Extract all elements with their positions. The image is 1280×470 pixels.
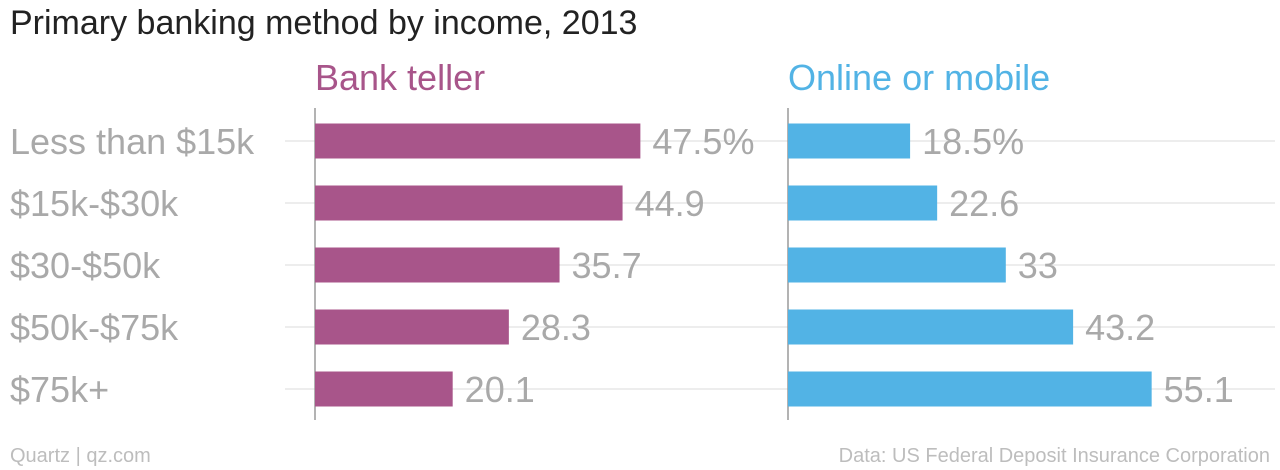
value-label-bank-teller: 47.5% (652, 121, 754, 162)
bar-online-mobile (788, 309, 1074, 345)
bar-bank-teller (315, 309, 509, 345)
series-title-online-mobile: Online or mobile (788, 57, 1050, 98)
category-label: $30-$50k (10, 245, 161, 286)
bar-online-mobile (788, 123, 911, 159)
bar-bank-teller (315, 185, 623, 221)
data-source: Data: US Federal Deposit Insurance Corpo… (839, 445, 1270, 467)
chart-title: Primary banking method by income, 2013 (10, 4, 637, 42)
value-label-bank-teller: 28.3 (521, 307, 591, 348)
value-label-online-mobile: 18.5% (922, 121, 1024, 162)
value-label-bank-teller: 35.7 (572, 245, 642, 286)
category-label: $50k-$75k (10, 307, 179, 348)
bar-online-mobile (788, 185, 938, 221)
source-credit: Quartz | qz.com (10, 445, 151, 467)
bar-bank-teller (315, 247, 560, 283)
value-label-bank-teller: 20.1 (465, 369, 535, 410)
bar-online-mobile (788, 247, 1006, 283)
series-title-bank-teller: Bank teller (315, 57, 485, 98)
bar-bank-teller (315, 123, 641, 159)
value-label-online-mobile: 22.6 (949, 183, 1019, 224)
category-label: Less than $15k (10, 121, 255, 162)
category-label: $15k-$30k (10, 183, 179, 224)
value-label-online-mobile: 55.1 (1164, 369, 1234, 410)
value-label-bank-teller: 44.9 (635, 183, 705, 224)
value-label-online-mobile: 43.2 (1085, 307, 1155, 348)
bar-bank-teller (315, 371, 453, 407)
chart-panels: Less than $15k $15k-$30k $30-$50k $50k-$75k… (10, 57, 1275, 420)
category-label: $75k+ (10, 369, 109, 410)
value-label-online-mobile: 33 (1018, 245, 1058, 286)
bar-online-mobile (788, 371, 1152, 407)
